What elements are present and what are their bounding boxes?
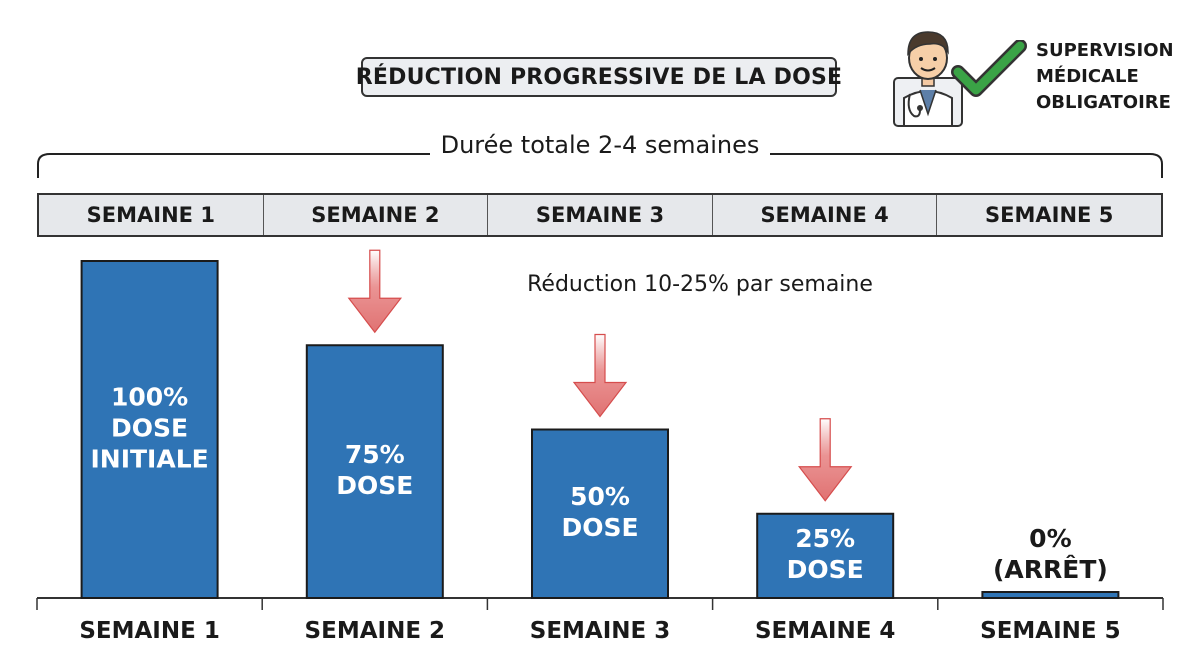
bar-label-week-1: DOSE [111,413,188,442]
supervision-line: SUPERVISION [1036,40,1174,61]
week-header-cell: SEMAINE 3 [488,195,713,235]
bar-week-4 [756,512,895,599]
bar-week-5 [981,591,1120,599]
week-header-cell: SEMAINE 2 [264,195,489,235]
x-tick-label: SEMAINE 2 [305,618,446,644]
down-arrow-icon [347,249,403,334]
x-tick-label: SEMAINE 3 [530,618,671,644]
reduction-subtitle: Réduction 10-25% par semaine [527,272,873,297]
week-header-cell: SEMAINE 1 [39,195,264,235]
down-arrow-icon [572,333,628,418]
bar-week-2 [305,344,444,599]
bar-label-week-1: INITIALE [90,444,208,473]
doctor-icon [893,31,963,127]
bar-label-week-5: 0% [1029,524,1071,553]
bar-label-week-1: 100% [111,382,188,411]
down-arrow-icon [797,418,853,502]
supervision-line: OBLIGATOIRE [1036,92,1171,113]
week-header-cell: SEMAINE 5 [985,203,1114,227]
week-header-cell: SEMAINE 4 [713,195,938,235]
bar-label-week-2: DOSE [336,471,413,500]
duration-label: Durée totale 2-4 semaines [430,128,770,162]
x-tick-label: SEMAINE 5 [980,618,1121,644]
week-header-row: SEMAINE 1 SEMAINE 2 SEMAINE 3 SEMAINE 4 … [37,193,1163,237]
bar-label-week-3: 50% [570,482,630,511]
supervision-label: SUPERVISION MÉDICALE OBLIGATOIRE [1036,38,1174,116]
x-tick-label: SEMAINE 1 [79,618,220,644]
bar-label-week-2: 75% [345,440,405,469]
checkmark-icon [951,40,1027,97]
x-tick-label: SEMAINE 4 [755,618,896,644]
bar-label-week-5: (ARRÊT) [993,555,1108,584]
bar-week-1 [80,260,219,599]
supervision-line: MÉDICALE [1036,66,1139,87]
bar-label-week-3: DOSE [561,513,638,542]
bar-label-week-4: 25% [795,524,855,553]
chart-title: RÉDUCTION PROGRESSIVE DE LA DOSE [356,57,842,97]
bar-week-3 [531,428,669,599]
bar-label-week-4: DOSE [787,555,864,584]
